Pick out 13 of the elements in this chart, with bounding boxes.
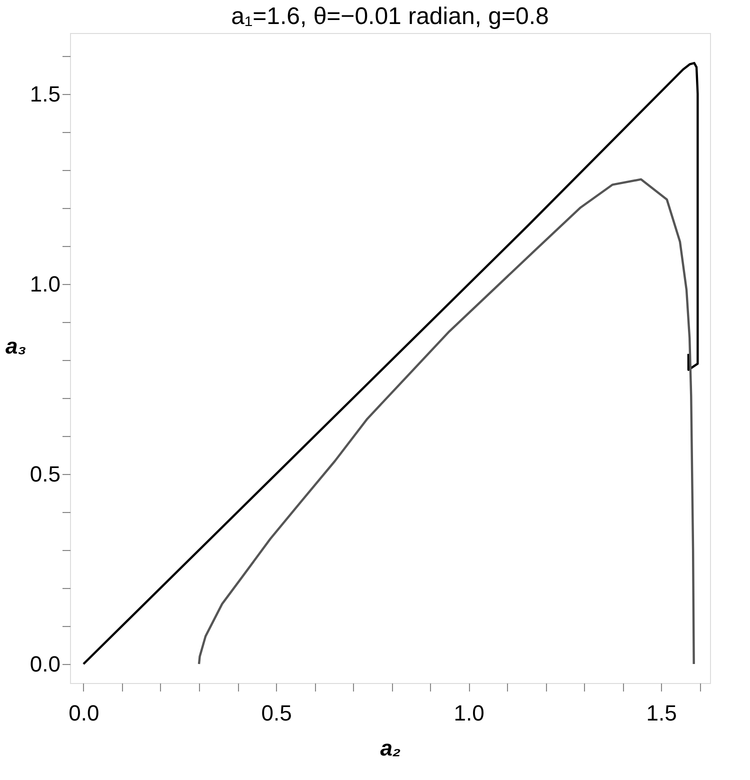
x-axis-title: a₂ <box>380 736 401 760</box>
x-tick-label: 1.0 <box>454 700 484 726</box>
y-tick-label: 0.5 <box>30 461 60 486</box>
y-tick-label: 0.0 <box>30 651 60 676</box>
y-tick-label: 1.0 <box>30 271 60 296</box>
y-axis-title: a₃ <box>6 334 26 358</box>
chart-title: a₁=1.6, θ=−0.01 radian, g=0.8 <box>231 3 549 30</box>
x-tick-label: 0.0 <box>68 700 100 726</box>
line-series <box>198 178 695 666</box>
x-tick-label: 1.5 <box>646 700 677 726</box>
y-tick-label: 1.5 <box>30 81 60 106</box>
line-series <box>82 62 699 666</box>
x-tick-label: 0.5 <box>261 700 292 726</box>
